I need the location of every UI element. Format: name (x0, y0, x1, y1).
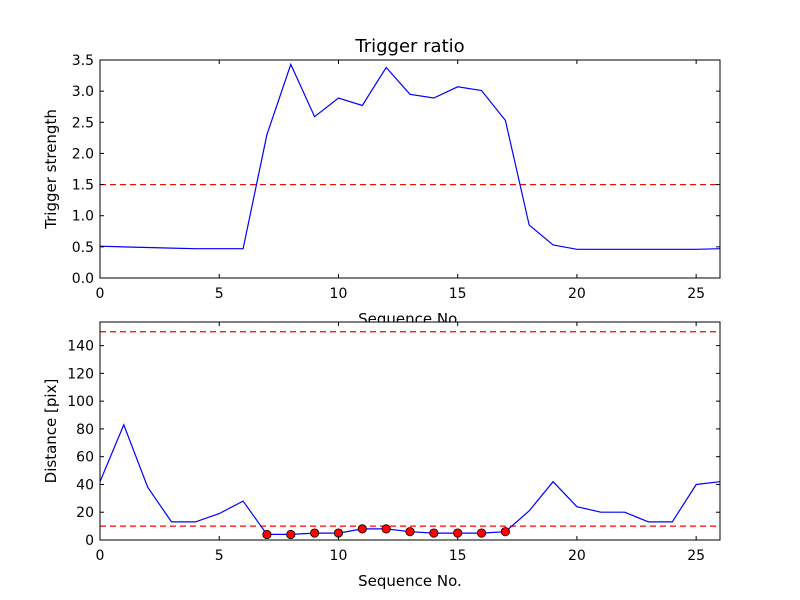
x-tick-label: 0 (96, 548, 105, 564)
marker-point (429, 528, 439, 538)
marker-point (500, 527, 510, 537)
y-axis-label: Distance [pix] (42, 379, 60, 484)
y-tick-label: 2.0 (72, 146, 94, 162)
y-tick-label: 0.5 (72, 240, 94, 256)
x-tick-label: 10 (330, 548, 348, 564)
y-tick-label: 3.0 (72, 84, 94, 100)
y-tick-label: 80 (76, 422, 94, 438)
y-tick-label: 120 (67, 366, 94, 382)
marker-point (405, 527, 415, 537)
axes-frame (99, 321, 721, 541)
x-tick-label: 5 (215, 548, 224, 564)
y-tick-label: 140 (67, 339, 94, 355)
x-tick-label: 0 (96, 286, 105, 302)
x-tick-label: 5 (215, 286, 224, 302)
y-tick-label: 0 (85, 533, 94, 549)
chart-title: Trigger ratio (354, 36, 464, 57)
x-axis-label: Sequence No. (358, 572, 462, 590)
marker-point (333, 528, 344, 538)
y-tick-label: 2.5 (72, 115, 94, 131)
y-tick-label: 3.5 (72, 53, 94, 69)
x-tick-label: 20 (568, 286, 586, 302)
y-tick-label: 1.5 (72, 178, 94, 194)
marker-point (262, 529, 272, 540)
y-tick-label: 60 (76, 450, 94, 466)
y-tick-label: 1.0 (72, 209, 94, 225)
x-tick-label: 15 (449, 286, 467, 302)
x-tick-label: 20 (568, 548, 586, 564)
y-tick-label: 20 (76, 505, 94, 521)
data-layer (100, 331, 720, 540)
data-layer (100, 62, 720, 250)
y-tick-label: 100 (67, 394, 94, 410)
marker-point (310, 528, 320, 538)
y-tick-label: 0.0 (72, 271, 94, 287)
x-tick-label: 15 (449, 548, 467, 564)
x-tick-label: 25 (687, 286, 705, 302)
marker-point (476, 528, 487, 538)
y-tick-label: 40 (76, 477, 94, 493)
plot-area (100, 60, 720, 278)
y-axis-label: Trigger strength (42, 109, 60, 230)
axes-frame (99, 59, 721, 279)
marker-point (453, 528, 463, 538)
x-tick-label: 10 (330, 286, 348, 302)
plot-area (100, 322, 720, 540)
marker-point (381, 524, 391, 534)
subplot-2: 0 5 10 15 20 25 0 20 40 60 80 100 120 140 Sequence No.… (42, 321, 721, 590)
subplot-1: 0 5 10 15 20 250.00.51.01.52.02.53.03.5Sequen… (42, 36, 721, 328)
series-line-1 (100, 62, 720, 250)
marker-point (286, 529, 296, 540)
x-tick-label: 25 (687, 548, 705, 564)
marker-point (357, 524, 367, 534)
